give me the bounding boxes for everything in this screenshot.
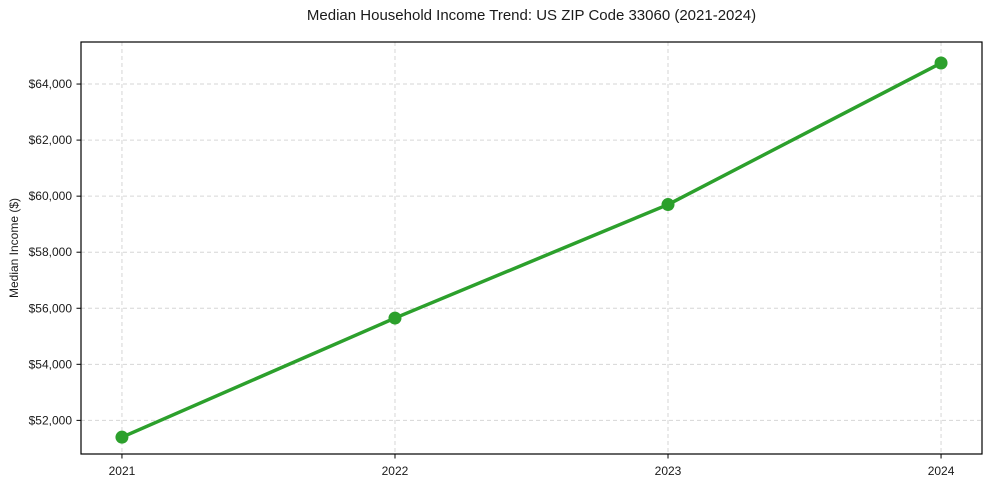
data-point: [115, 430, 129, 444]
chart-title: Median Household Income Trend: US ZIP Co…: [306, 7, 757, 24]
plot-border: [80, 41, 983, 455]
x-tick-label: 2021: [109, 464, 136, 478]
y-tick-label: $60,000: [29, 189, 73, 203]
y-tick-label: $64,000: [29, 77, 73, 91]
y-tick-label: $56,000: [29, 301, 73, 315]
y-tick-label: $54,000: [29, 357, 73, 371]
y-tick-label: $52,000: [29, 413, 73, 427]
data-line: [120, 61, 943, 439]
y-tick-label: $58,000: [29, 245, 73, 259]
x-tick-label: 2024: [928, 464, 955, 478]
data-point: [934, 56, 948, 70]
x-tick-label: 2022: [382, 464, 409, 478]
x-tick-label: 2023: [655, 464, 682, 478]
data-point: [661, 198, 675, 212]
y-tick-label: $62,000: [29, 133, 73, 147]
data-point: [388, 311, 402, 325]
